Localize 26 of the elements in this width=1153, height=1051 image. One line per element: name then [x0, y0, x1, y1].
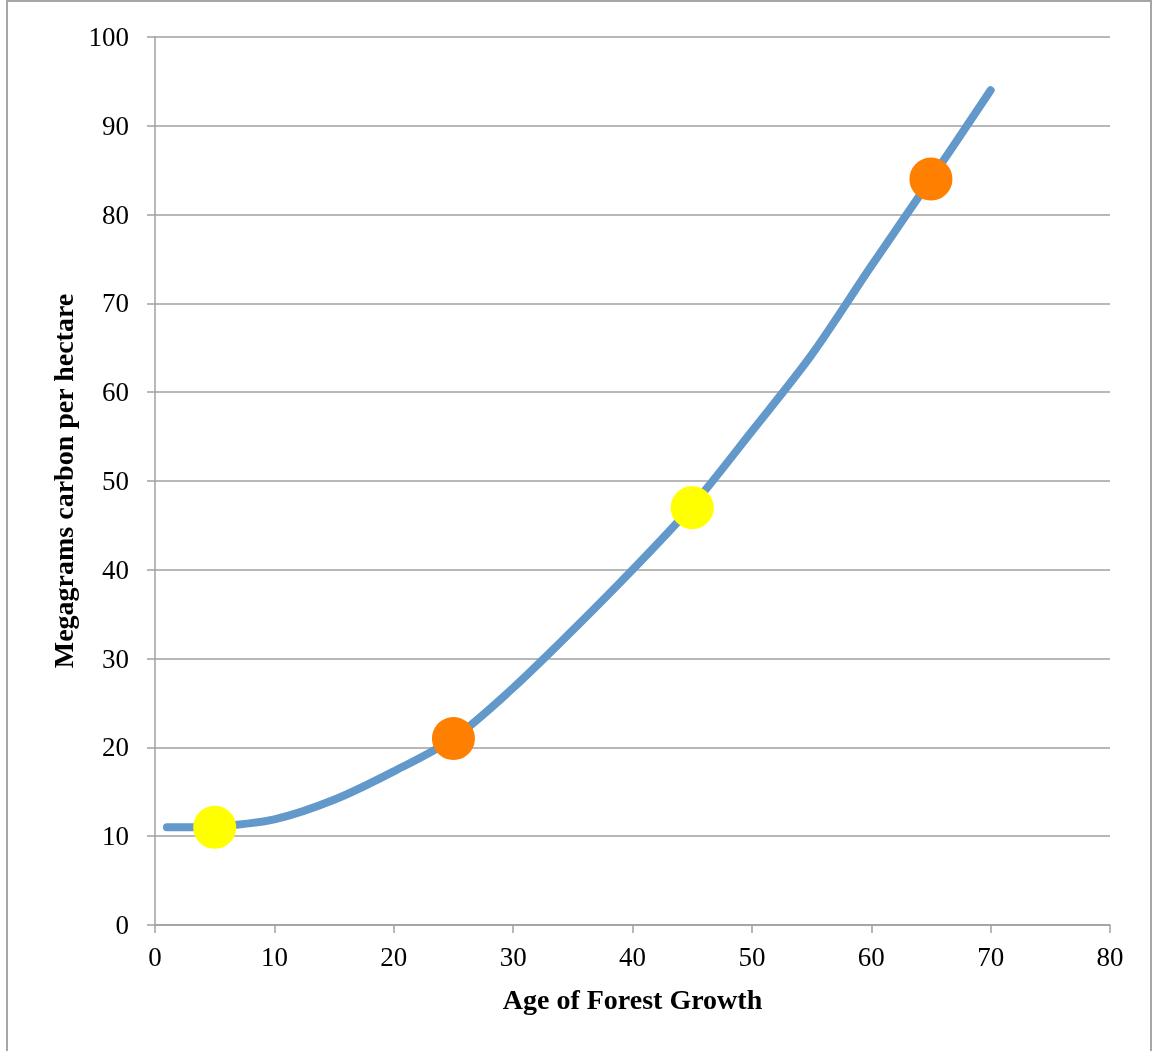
x-tick-label: 10	[260, 941, 288, 972]
x-tick-label: 40	[619, 941, 646, 972]
x-tick-label: 80	[1096, 941, 1124, 972]
x-tick-label: 60	[857, 941, 885, 972]
y-tick-label: 70	[102, 288, 129, 319]
y-tick-label: 80	[102, 199, 129, 230]
x-tick-label: 0	[148, 941, 162, 972]
point	[193, 805, 237, 849]
x-tick-label: 20	[380, 941, 408, 972]
y-tick-label: 100	[88, 22, 129, 52]
y-tick-label: 10	[102, 821, 129, 852]
y-tick-label: 50	[102, 466, 129, 496]
x-tick-label: 70	[977, 941, 1005, 972]
x-tick-label: 30	[499, 941, 527, 972]
y-tick-label: 0	[115, 910, 129, 940]
y-tick-label: 40	[102, 554, 129, 585]
y-tick-label: 30	[102, 643, 129, 674]
y-axis-title: Megagrams carbon per hectare	[48, 293, 80, 669]
point	[909, 157, 953, 201]
y-tick-label: 90	[102, 110, 129, 141]
y-tick-label: 20	[102, 732, 129, 763]
x-axis-title: Age of Forest Growth	[502, 983, 763, 1015]
point	[431, 717, 475, 761]
y-tick-label: 60	[102, 377, 129, 408]
point	[670, 486, 714, 530]
x-tick-label: 50	[738, 941, 766, 972]
